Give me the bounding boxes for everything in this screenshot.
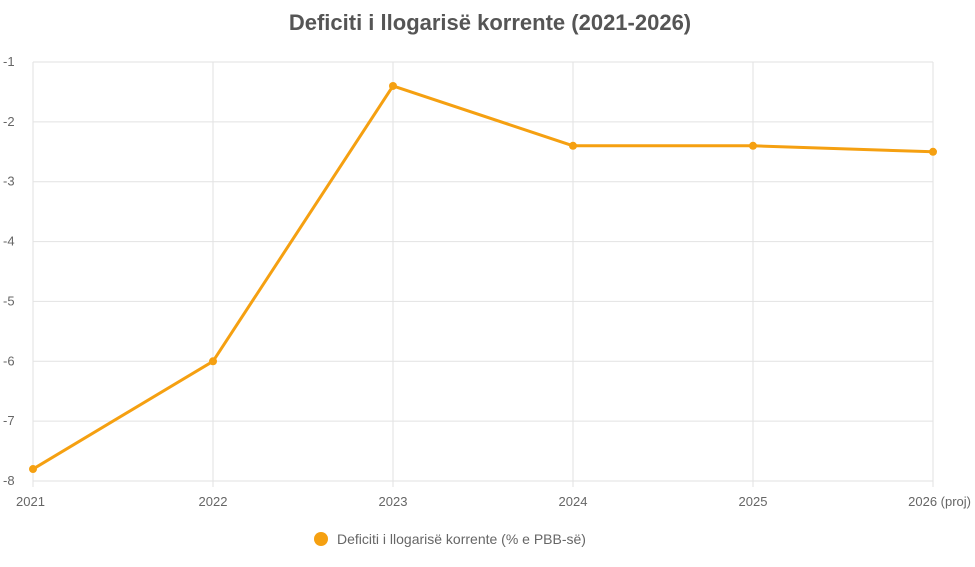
chart-title: Deficiti i llogarisë korrente (2021-2026…	[289, 10, 691, 35]
data-point[interactable]	[749, 141, 757, 150]
y-axis-ticks: -1 -2 -3 -4 -5 -6 -7 -8	[3, 54, 15, 488]
series-layer	[29, 81, 937, 474]
legend-marker[interactable]	[314, 532, 328, 546]
y-tick-label: -6	[3, 353, 15, 368]
x-tick-label: 2022	[199, 494, 228, 509]
data-point[interactable]	[929, 147, 937, 156]
y-tick-label: -8	[3, 473, 15, 488]
chart-grid	[32, 61, 934, 487]
x-tick-label: 2021	[16, 494, 45, 509]
legend-label[interactable]: Deficiti i llogarisë korrente (% e PBB-s…	[337, 531, 586, 547]
y-tick-label: -5	[3, 293, 15, 308]
legend[interactable]: Deficiti i llogarisë korrente (% e PBB-s…	[314, 531, 586, 547]
y-tick-label: -1	[3, 54, 15, 69]
y-tick-label: -3	[3, 174, 15, 189]
x-axis-ticks: 2021 2022 2023 2024 2025 2026 (proj)	[16, 494, 971, 509]
x-tick-label: 2025	[739, 494, 768, 509]
x-tick-label: 2026 (proj)	[908, 494, 971, 509]
y-tick-label: -7	[3, 413, 15, 428]
data-point[interactable]	[29, 465, 37, 474]
data-point[interactable]	[209, 357, 217, 366]
x-tick-label: 2023	[379, 494, 408, 509]
y-tick-label: -4	[3, 234, 15, 249]
x-tick-label: 2024	[559, 494, 588, 509]
y-tick-label: -2	[3, 114, 15, 129]
data-point[interactable]	[569, 141, 577, 150]
series-line[interactable]	[31, 84, 935, 471]
data-point[interactable]	[389, 81, 397, 90]
